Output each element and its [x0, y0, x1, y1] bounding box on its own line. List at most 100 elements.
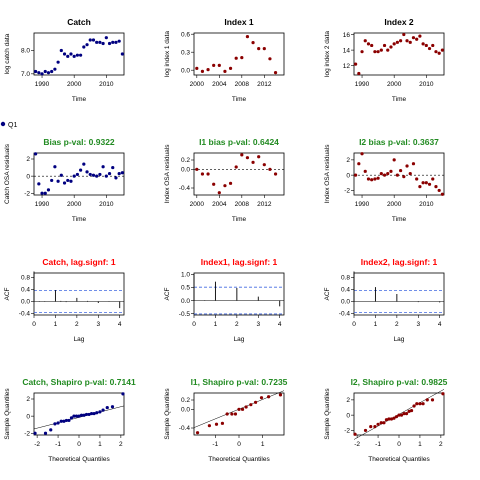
y-tick-label: 7.0 — [21, 71, 30, 78]
data-point — [95, 40, 99, 44]
data-point — [431, 177, 435, 181]
y-axis-label: Index OSA residuals — [324, 144, 331, 204]
x-tick-label: 1 — [214, 321, 218, 328]
x-tick-label: 0 — [397, 441, 401, 448]
data-point — [66, 54, 70, 58]
x-tick-label: 1 — [98, 441, 102, 448]
data-point — [268, 167, 272, 171]
data-point — [40, 72, 44, 76]
x-axis-label: Time — [72, 216, 87, 223]
data-point — [207, 424, 211, 428]
x-tick-label: 2000 — [190, 201, 205, 208]
data-point — [59, 173, 63, 177]
data-point — [251, 41, 255, 45]
data-point — [245, 35, 250, 39]
y-tick-label: 0.2 — [181, 157, 190, 164]
data-point — [56, 421, 60, 425]
data-point — [228, 66, 233, 70]
data-point — [200, 69, 205, 73]
data-point — [397, 413, 401, 417]
data-point — [89, 411, 94, 416]
y-axis-label: Index OSA residuals — [164, 144, 171, 204]
data-point — [386, 48, 390, 52]
x-tick-label: 2000 — [67, 81, 82, 88]
y-tick-label: 0 — [26, 413, 30, 420]
data-point — [69, 179, 73, 183]
x-tick-label: -1 — [212, 441, 218, 448]
data-point — [91, 38, 96, 42]
data-point — [389, 417, 394, 421]
data-point — [79, 168, 83, 172]
x-tick-label: 0 — [237, 441, 241, 448]
y-tick-label: 14 — [343, 47, 351, 54]
x-axis-label: Time — [72, 96, 87, 103]
panel-10: Catch, Shapiro p-val: 0.7141 -2 -1 0 1 2 -2 0 2 T… — [4, 377, 136, 463]
data-point — [357, 162, 361, 166]
panel-title: Catch, Shapiro p-val: 0.7141 — [22, 377, 136, 387]
data-point — [262, 47, 266, 51]
data-point — [82, 45, 86, 49]
data-point — [220, 421, 225, 425]
data-point — [366, 42, 371, 46]
data-point — [251, 160, 255, 164]
data-point — [369, 425, 373, 429]
x-tick-label: 2 — [395, 321, 399, 328]
data-point — [409, 408, 414, 413]
x-tick-label: 2 — [235, 321, 239, 328]
y-tick-label: -2 — [24, 430, 30, 437]
data-point — [237, 407, 241, 411]
data-point — [195, 66, 199, 70]
plot-frame — [193, 32, 285, 76]
data-point — [399, 39, 403, 43]
panel-title: I2 bias p-val: 0.3637 — [359, 137, 439, 147]
data-point — [363, 428, 368, 433]
data-point — [240, 56, 244, 60]
y-tick-label: 0.5 — [181, 285, 190, 292]
data-point — [64, 418, 69, 423]
data-point — [49, 428, 53, 432]
x-tick-label: 2012 — [257, 81, 272, 88]
x-tick-label: 2010 — [99, 81, 114, 88]
y-axis-label: log index 2 data — [324, 31, 331, 77]
data-point — [376, 50, 380, 54]
data-point — [405, 39, 409, 43]
data-point — [253, 400, 258, 404]
data-point — [72, 54, 76, 58]
y-tick-label: 0.8 — [21, 275, 30, 282]
plot-frame — [33, 272, 125, 316]
x-tick-label: 3 — [256, 321, 260, 328]
data-point — [392, 158, 396, 162]
data-point — [62, 419, 66, 423]
data-point — [424, 43, 428, 48]
data-point — [354, 62, 358, 66]
y-axis-label: log catch data — [4, 33, 11, 74]
y-tick-label: 0.0 — [181, 167, 190, 174]
data-point — [84, 412, 89, 417]
plot-frame — [33, 32, 125, 76]
data-point — [212, 63, 216, 67]
x-axis-label: Time — [392, 216, 407, 223]
data-point — [74, 414, 79, 418]
data-point — [92, 411, 96, 416]
data-point — [354, 173, 358, 177]
panel-title: I1 bias p-val: 0.6424 — [199, 137, 279, 147]
x-axis-label: Time — [232, 96, 247, 103]
data-point — [77, 414, 81, 418]
data-point — [75, 172, 79, 177]
data-point — [111, 40, 115, 44]
data-point — [402, 175, 406, 179]
plot-frame — [353, 152, 445, 196]
y-axis-label: ACF — [4, 287, 11, 300]
panel-3: Index 2 1990 2000 2010 12 14 16 Time log index 2… — [324, 17, 445, 103]
data-point — [37, 182, 41, 186]
y-tick-label: 0.2 — [181, 397, 190, 404]
data-point — [206, 172, 210, 176]
y-tick-label: -0.4 — [179, 425, 191, 432]
data-point — [402, 32, 406, 37]
data-point — [437, 51, 441, 55]
data-point — [366, 177, 371, 181]
x-tick-label: 0 — [352, 321, 356, 328]
x-axis-label: Theoretical Quantiles — [208, 456, 270, 463]
x-tick-label: 2012 — [257, 201, 272, 208]
data-point — [200, 172, 205, 176]
